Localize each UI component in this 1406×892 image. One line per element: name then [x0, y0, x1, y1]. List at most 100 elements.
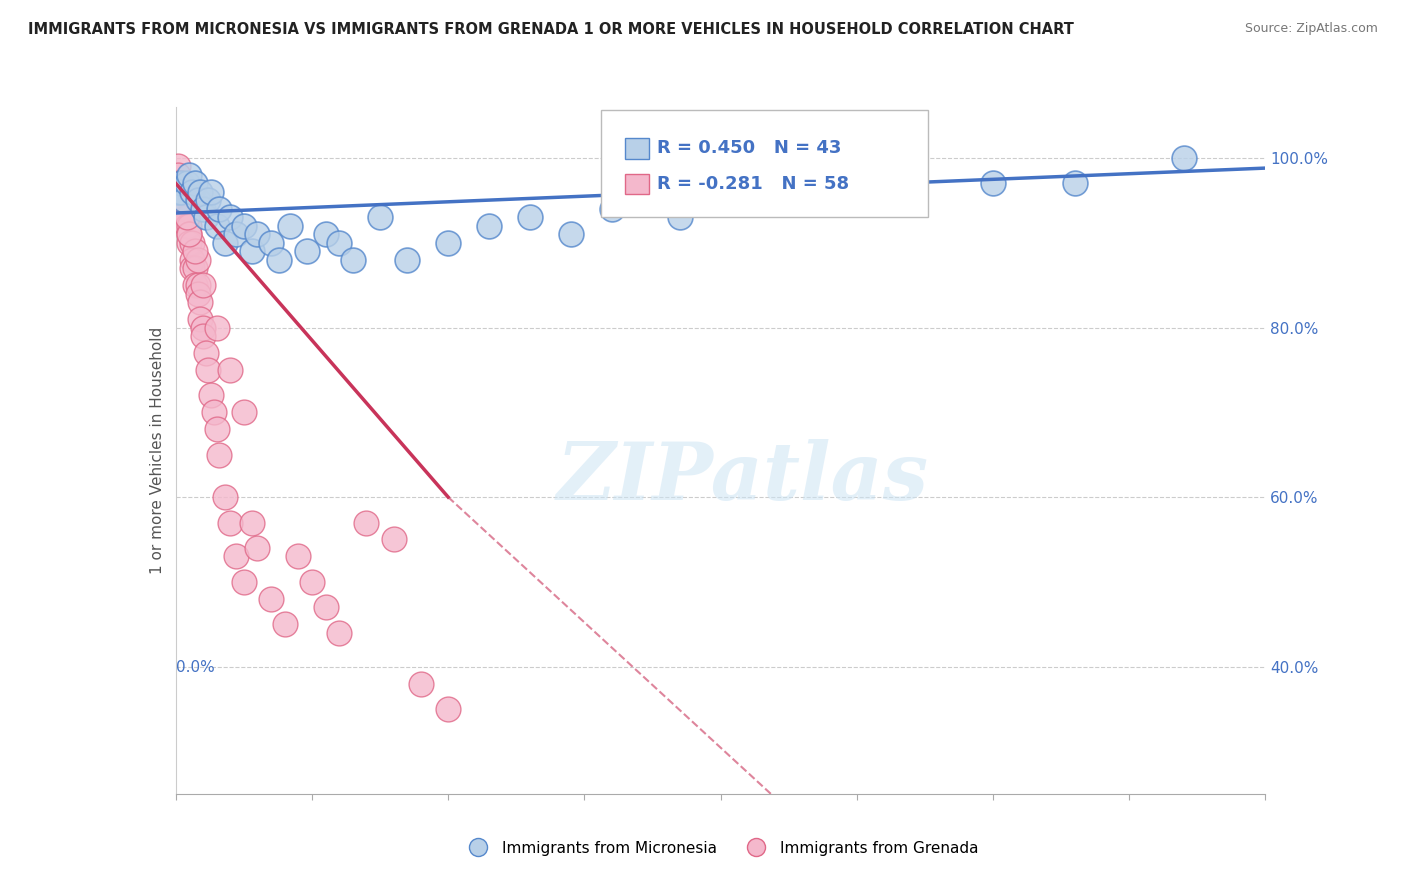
- Point: [176, 202, 198, 216]
- Text: R = -0.281   N = 58: R = -0.281 N = 58: [658, 175, 849, 193]
- Point: [170, 185, 193, 199]
- Point: [225, 549, 247, 564]
- Point: [260, 235, 283, 250]
- Point: [181, 252, 204, 267]
- Point: [176, 211, 198, 225]
- Y-axis label: 1 or more Vehicles in Household: 1 or more Vehicles in Household: [149, 326, 165, 574]
- Point: [219, 516, 242, 530]
- Point: [668, 211, 690, 225]
- Point: [737, 194, 759, 208]
- Point: [437, 235, 460, 250]
- Point: [167, 185, 190, 199]
- Point: [315, 600, 337, 615]
- Point: [600, 202, 623, 216]
- Point: [232, 219, 254, 233]
- Point: [167, 160, 190, 174]
- Point: [186, 194, 209, 208]
- Point: [240, 244, 263, 259]
- Point: [170, 194, 193, 208]
- Point: [184, 278, 207, 293]
- Point: [295, 244, 318, 259]
- Text: 0.0%: 0.0%: [176, 660, 215, 675]
- Point: [232, 574, 254, 589]
- FancyBboxPatch shape: [600, 111, 928, 217]
- Point: [818, 185, 841, 199]
- Point: [560, 227, 582, 242]
- Point: [301, 574, 323, 589]
- Point: [214, 235, 236, 250]
- Point: [232, 405, 254, 419]
- Point: [173, 202, 195, 216]
- Point: [246, 541, 269, 555]
- Point: [176, 211, 198, 225]
- Point: [179, 235, 201, 250]
- Point: [225, 227, 247, 242]
- Bar: [624, 174, 648, 194]
- Point: [519, 211, 541, 225]
- Text: R = 0.450   N = 43: R = 0.450 N = 43: [658, 139, 842, 157]
- Point: [240, 516, 263, 530]
- Point: [981, 177, 1004, 191]
- Point: [181, 235, 204, 250]
- Point: [186, 278, 209, 293]
- Point: [188, 312, 211, 326]
- Point: [219, 211, 242, 225]
- Point: [173, 194, 195, 208]
- Legend: Immigrants from Micronesia, Immigrants from Grenada: Immigrants from Micronesia, Immigrants f…: [457, 835, 984, 862]
- Point: [219, 363, 242, 377]
- Point: [191, 329, 214, 343]
- Point: [208, 448, 231, 462]
- Point: [274, 617, 297, 632]
- Point: [214, 490, 236, 504]
- Point: [186, 252, 209, 267]
- Point: [186, 286, 209, 301]
- Point: [170, 185, 193, 199]
- Point: [873, 177, 896, 191]
- Point: [179, 168, 201, 182]
- Point: [184, 244, 207, 259]
- Point: [269, 252, 291, 267]
- Point: [478, 219, 501, 233]
- Text: ZIPatlas: ZIPatlas: [557, 439, 928, 516]
- Point: [167, 168, 190, 182]
- Point: [179, 219, 201, 233]
- Point: [409, 676, 432, 690]
- Point: [208, 202, 231, 216]
- Point: [315, 227, 337, 242]
- Point: [382, 533, 405, 547]
- Point: [191, 202, 214, 216]
- Bar: [624, 138, 648, 159]
- Point: [188, 185, 211, 199]
- Point: [179, 227, 201, 242]
- Point: [342, 252, 364, 267]
- Point: [356, 516, 378, 530]
- Point: [205, 219, 228, 233]
- Point: [202, 405, 225, 419]
- Point: [170, 177, 193, 191]
- Point: [1173, 151, 1195, 165]
- Text: Source: ZipAtlas.com: Source: ZipAtlas.com: [1244, 22, 1378, 36]
- Point: [181, 261, 204, 276]
- Point: [179, 227, 201, 242]
- Point: [184, 177, 207, 191]
- Point: [167, 177, 190, 191]
- Point: [396, 252, 419, 267]
- Point: [181, 185, 204, 199]
- Point: [191, 278, 214, 293]
- Point: [200, 185, 222, 199]
- Point: [191, 320, 214, 334]
- Point: [260, 591, 283, 606]
- Point: [194, 211, 217, 225]
- Point: [1063, 177, 1085, 191]
- Point: [173, 194, 195, 208]
- Point: [246, 227, 269, 242]
- Point: [173, 194, 195, 208]
- Point: [205, 320, 228, 334]
- Point: [176, 219, 198, 233]
- Point: [184, 261, 207, 276]
- Point: [197, 363, 219, 377]
- Point: [170, 177, 193, 191]
- Point: [328, 235, 350, 250]
- Point: [173, 185, 195, 199]
- Point: [170, 177, 193, 191]
